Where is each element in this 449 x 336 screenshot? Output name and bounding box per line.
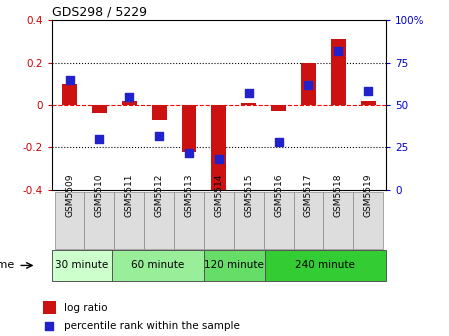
Bar: [331, 39, 346, 105]
Bar: [112, 250, 204, 281]
Bar: [62, 84, 77, 105]
Text: GSM5517: GSM5517: [304, 174, 313, 217]
Text: GSM5512: GSM5512: [154, 174, 163, 217]
Text: GSM5513: GSM5513: [185, 174, 194, 217]
Text: GSM5510: GSM5510: [95, 174, 104, 217]
Bar: [52, 250, 112, 281]
Text: GSM5519: GSM5519: [364, 174, 373, 217]
Text: time: time: [0, 260, 15, 270]
Text: GSM5518: GSM5518: [334, 174, 343, 217]
Text: GSM5509: GSM5509: [65, 174, 74, 217]
Bar: [144, 192, 174, 249]
Bar: [174, 192, 204, 249]
Point: [185, 150, 193, 155]
Text: log ratio: log ratio: [64, 303, 107, 313]
Text: percentile rank within the sample: percentile rank within the sample: [64, 321, 239, 331]
Text: 60 minute: 60 minute: [132, 260, 185, 270]
Bar: [234, 192, 264, 249]
Bar: [122, 101, 137, 105]
Point: [215, 157, 222, 162]
Bar: [181, 105, 197, 152]
Point: [126, 94, 133, 99]
Bar: [211, 105, 226, 196]
Bar: [323, 192, 353, 249]
Text: 240 minute: 240 minute: [295, 260, 355, 270]
Bar: [55, 192, 84, 249]
Text: 120 minute: 120 minute: [204, 260, 264, 270]
Point: [96, 136, 103, 142]
Bar: [264, 192, 294, 249]
Bar: [353, 192, 383, 249]
Bar: [204, 250, 264, 281]
Bar: [361, 101, 376, 105]
Point: [66, 77, 73, 82]
Point: [365, 89, 372, 94]
Point: [335, 48, 342, 53]
Text: GSM5515: GSM5515: [244, 174, 253, 217]
Bar: [43, 301, 56, 314]
Point: [245, 90, 252, 96]
Point: [155, 133, 163, 138]
Text: GSM5514: GSM5514: [214, 174, 224, 217]
Text: 30 minute: 30 minute: [55, 260, 109, 270]
Text: GDS298 / 5229: GDS298 / 5229: [52, 6, 147, 19]
Bar: [204, 192, 234, 249]
Bar: [301, 62, 316, 105]
Point: [275, 140, 282, 145]
Bar: [84, 192, 114, 249]
Text: GSM5511: GSM5511: [125, 174, 134, 217]
Text: GSM5516: GSM5516: [274, 174, 283, 217]
Point: [305, 82, 312, 87]
Bar: [264, 250, 386, 281]
Point: [45, 323, 53, 329]
Bar: [152, 105, 167, 120]
Bar: [294, 192, 323, 249]
Bar: [271, 105, 286, 111]
Bar: [114, 192, 144, 249]
Bar: [241, 103, 256, 105]
Bar: [92, 105, 107, 114]
